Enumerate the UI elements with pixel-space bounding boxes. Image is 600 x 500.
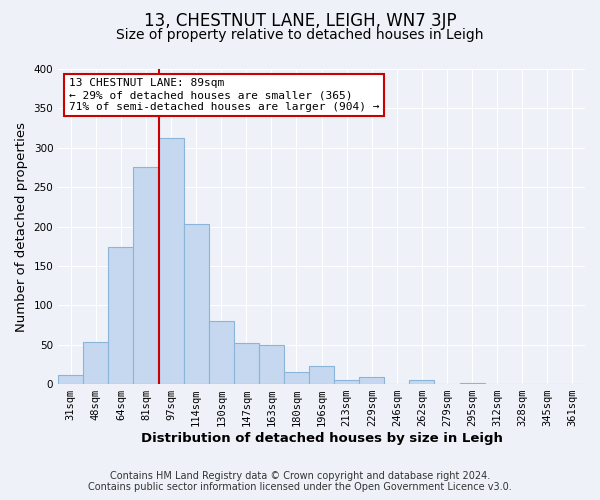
- Bar: [133, 166, 158, 384]
- Bar: [83, 342, 109, 384]
- Bar: [109, 247, 133, 384]
- Bar: [234, 343, 259, 384]
- Bar: [334, 380, 359, 384]
- Y-axis label: Number of detached properties: Number of detached properties: [15, 122, 28, 332]
- Bar: [158, 138, 184, 384]
- Bar: [58, 376, 83, 384]
- Bar: [209, 321, 234, 384]
- Bar: [460, 382, 485, 384]
- Text: Contains HM Land Registry data © Crown copyright and database right 2024.
Contai: Contains HM Land Registry data © Crown c…: [88, 471, 512, 492]
- Bar: [309, 366, 334, 384]
- Text: 13 CHESTNUT LANE: 89sqm
← 29% of detached houses are smaller (365)
71% of semi-d: 13 CHESTNUT LANE: 89sqm ← 29% of detache…: [69, 78, 379, 112]
- Text: 13, CHESTNUT LANE, LEIGH, WN7 3JP: 13, CHESTNUT LANE, LEIGH, WN7 3JP: [143, 12, 457, 30]
- Bar: [259, 344, 284, 384]
- Bar: [409, 380, 434, 384]
- X-axis label: Distribution of detached houses by size in Leigh: Distribution of detached houses by size …: [140, 432, 503, 445]
- Bar: [359, 377, 385, 384]
- Bar: [184, 224, 209, 384]
- Bar: [284, 372, 309, 384]
- Text: Size of property relative to detached houses in Leigh: Size of property relative to detached ho…: [116, 28, 484, 42]
